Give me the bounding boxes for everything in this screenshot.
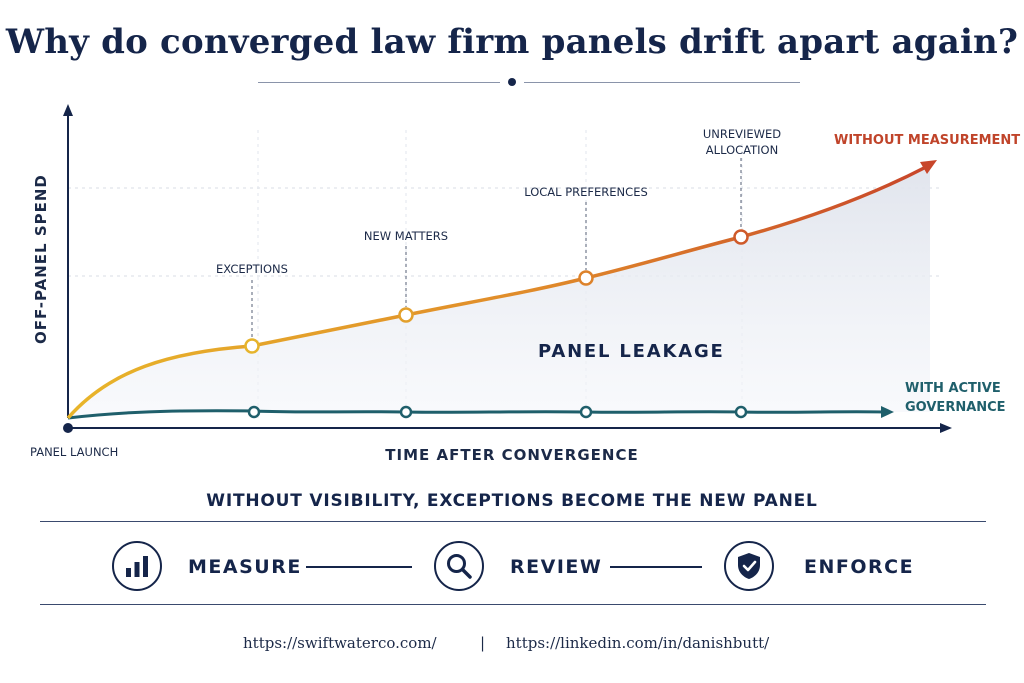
governance-marker <box>579 405 593 419</box>
milestone-marker <box>244 338 260 354</box>
title-divider-dot <box>508 78 516 86</box>
milestone-marker <box>398 307 414 323</box>
page-title: Why do converged law firm panels drift a… <box>5 22 1019 62</box>
y-axis-label: OFF-PANEL SPEND <box>32 174 50 344</box>
step-label-enforce: ENFORCE <box>804 556 915 578</box>
y-axis-arrow-icon <box>63 104 73 116</box>
milestone-label: LOCAL PREFERENCES <box>524 185 648 199</box>
origin-label: PANEL LAUNCH <box>30 445 119 459</box>
milestone-marker <box>578 270 594 286</box>
step-connector <box>610 566 702 568</box>
divider-top <box>40 521 986 522</box>
step-label-measure: MEASURE <box>188 556 302 578</box>
leakage-region <box>68 163 930 418</box>
footer-link-website[interactable]: https://swiftwaterco.com/ <box>243 634 437 652</box>
title-divider-left <box>258 82 500 83</box>
footer-link-linkedin[interactable]: https://linkedin.com/in/danishbutt/ <box>506 634 770 652</box>
milestone-marker <box>733 229 749 245</box>
origin-dot <box>63 423 73 433</box>
milestone-label: NEW MATTERS <box>363 229 449 243</box>
lower-curve-label-line1: WITH ACTIVE <box>905 381 1001 396</box>
governance-marker <box>247 405 261 419</box>
tagline: WITHOUT VISIBILITY, EXCEPTIONS BECOME TH… <box>206 491 818 511</box>
governance-arrow-icon <box>881 406 894 418</box>
title-divider-right <box>524 82 800 83</box>
governance-curve <box>67 409 885 420</box>
milestone-label: UNREVIEWED ALLOCATION <box>702 127 782 157</box>
governance-marker <box>399 405 413 419</box>
lower-curve-label-line2: GOVERNANCE <box>905 400 1006 415</box>
bar-chart-icon <box>112 541 162 591</box>
upper-curve-label: WITHOUT MEASUREMENT <box>834 133 1021 148</box>
step-label-review: REVIEW <box>510 556 603 578</box>
leakage-label: PANEL LEAKAGE <box>538 341 725 362</box>
x-axis-label: TIME AFTER CONVERGENCE <box>385 446 639 464</box>
footer-separator: | <box>480 634 486 652</box>
measurement-curve <box>66 165 927 420</box>
governance-marker <box>734 405 748 419</box>
step-connector <box>306 566 412 568</box>
measurement-arrow-icon <box>920 160 937 174</box>
magnifier-icon <box>434 541 484 591</box>
shield-check-icon <box>724 541 774 591</box>
divider-bottom <box>40 604 986 605</box>
milestone-label: EXCEPTIONS <box>216 262 288 276</box>
x-axis-arrow-icon <box>940 423 952 433</box>
